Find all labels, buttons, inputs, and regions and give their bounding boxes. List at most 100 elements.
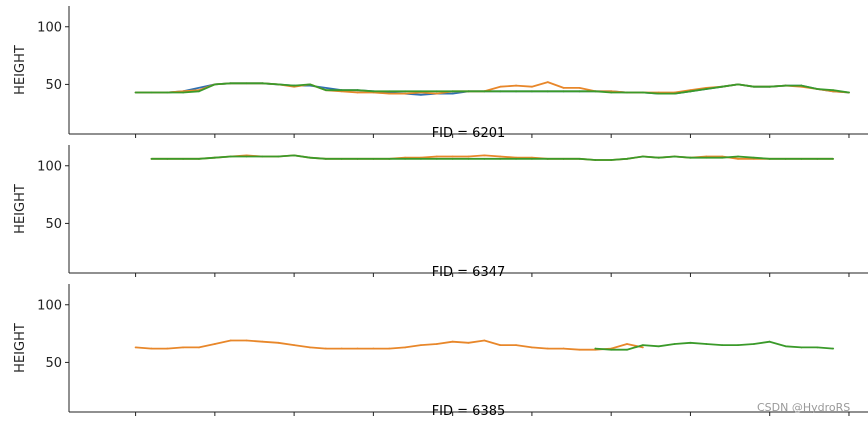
data-point (641, 91, 644, 94)
data-point (689, 341, 692, 344)
data-point (261, 82, 264, 85)
data-point (832, 347, 835, 350)
data-point (483, 157, 486, 160)
data-point (800, 346, 803, 349)
data-point (435, 157, 438, 160)
data-point (832, 157, 835, 160)
data-point (562, 347, 565, 350)
watermark: CSDN @HydroRS (757, 401, 851, 414)
data-point (641, 344, 644, 347)
data-point (546, 81, 549, 84)
data-point (467, 90, 470, 93)
data-point (451, 90, 454, 93)
data-point (420, 93, 422, 96)
y-tick-label: 50 (45, 217, 62, 232)
data-point (324, 157, 327, 160)
data-point (705, 88, 708, 90)
data-point (562, 157, 565, 160)
data-point (293, 154, 296, 157)
data-point (388, 347, 391, 350)
data-point (451, 157, 454, 160)
data-point (309, 156, 311, 159)
data-point (372, 90, 375, 93)
data-point (626, 343, 628, 345)
data-point (293, 84, 296, 87)
data-point (721, 344, 724, 347)
data-point (435, 90, 438, 93)
data-point (388, 157, 391, 160)
data-point (832, 89, 835, 92)
data-point (546, 157, 549, 160)
data-point (451, 340, 454, 343)
data-point (705, 156, 708, 159)
data-point (705, 343, 708, 345)
data-point (404, 92, 406, 95)
data-point (737, 83, 739, 86)
data-point (277, 341, 280, 344)
data-point (641, 346, 644, 349)
data-point (689, 90, 692, 93)
data-point (340, 157, 343, 160)
data-point (546, 90, 549, 93)
data-point (594, 347, 597, 350)
data-point (435, 343, 438, 345)
data-point (610, 348, 613, 351)
data-point (515, 90, 517, 93)
panel-title: FID = 6201 (432, 126, 506, 141)
data-point (531, 157, 533, 160)
data-point (673, 343, 676, 345)
panel-1: 50 100 HEIGHT FID = 6201 (13, 6, 868, 141)
data-point (182, 91, 185, 94)
data-point (657, 92, 660, 95)
data-point (404, 90, 406, 93)
data-point (388, 92, 391, 95)
data-point (752, 85, 755, 88)
data-point (213, 83, 216, 86)
data-point (721, 156, 724, 159)
panel-2: 50 100 HEIGHT FID = 6347 (13, 145, 868, 280)
data-point (816, 346, 819, 349)
data-point (626, 157, 628, 160)
data-point (673, 155, 676, 158)
data-point (499, 90, 502, 93)
data-point (626, 91, 628, 94)
data-point (198, 346, 200, 349)
data-point (245, 82, 248, 85)
data-point (229, 339, 232, 342)
data-point (768, 85, 771, 88)
data-point (388, 90, 391, 93)
data-point (198, 90, 200, 93)
data-point (784, 157, 787, 160)
data-point (229, 155, 232, 158)
data-point (499, 344, 502, 347)
data-point (340, 347, 343, 350)
data-point (451, 92, 454, 95)
data-point (467, 155, 470, 158)
data-point (420, 344, 422, 347)
data-point (467, 157, 470, 160)
data-point (610, 159, 613, 161)
data-point (420, 157, 422, 160)
data-point (372, 347, 375, 350)
data-point (578, 90, 581, 93)
data-point (816, 157, 819, 160)
series-line-2 (151, 154, 834, 161)
data-point (657, 156, 660, 159)
data-point (309, 346, 311, 349)
data-point (768, 157, 771, 160)
data-point (134, 91, 137, 94)
y-tick-label: 100 (37, 159, 62, 174)
data-point (213, 343, 216, 345)
data-point (499, 85, 502, 88)
data-point (435, 92, 438, 95)
data-point (673, 92, 676, 95)
data-point (800, 157, 803, 160)
data-point (626, 348, 628, 351)
data-point (737, 344, 739, 347)
data-point (578, 86, 581, 89)
data-point (261, 155, 264, 158)
data-point (483, 90, 486, 93)
panel-3: 50 100 HEIGHT FID = 6385 (13, 284, 868, 419)
data-point (435, 155, 438, 158)
